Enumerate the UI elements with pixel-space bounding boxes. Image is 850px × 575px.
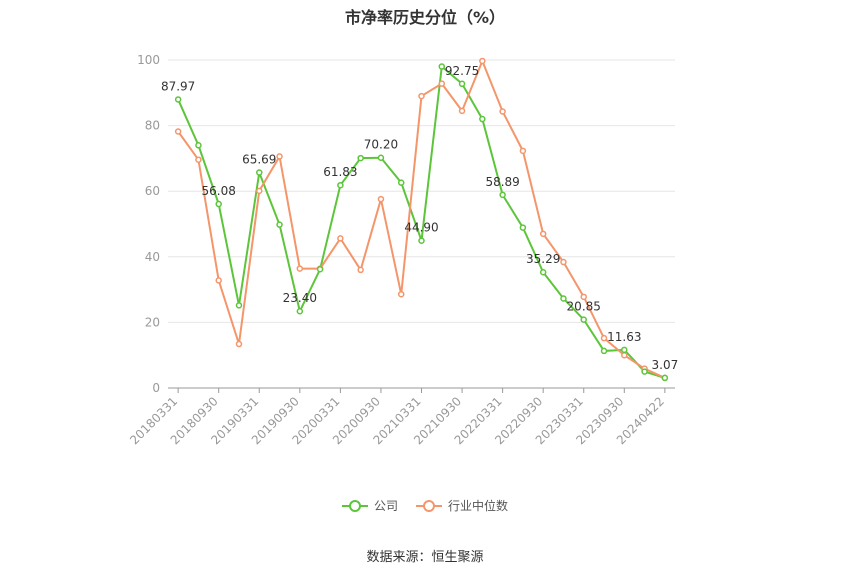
data-point-industry-median	[600, 334, 608, 342]
data-point-company	[438, 63, 446, 70]
axes: 0204060801002018033120180930201903312019…	[127, 53, 675, 447]
data-label: 58.89	[485, 175, 519, 189]
data-point-industry-median	[195, 156, 202, 163]
data-point-company	[600, 347, 608, 355]
data-point-industry-median	[499, 108, 506, 115]
data-source: 数据来源：恒生聚源	[366, 550, 484, 565]
data-label: 20.85	[567, 300, 601, 314]
data-label: 35.29	[526, 252, 560, 266]
data-point-company	[458, 80, 466, 88]
chart-title: 市净率历史分位（%）	[344, 8, 506, 27]
data-point-company	[397, 179, 405, 186]
data-point-industry-median	[580, 293, 587, 301]
data-label: 61.83	[323, 165, 357, 179]
data-point-industry-median	[215, 277, 222, 284]
y-tick-label: 0	[152, 381, 160, 395]
data-point-company	[337, 181, 344, 189]
data-point-industry-median	[256, 187, 263, 195]
data-point-company	[539, 268, 547, 276]
data-label: 23.40	[283, 291, 317, 305]
data-point-company	[519, 224, 527, 231]
data-point-industry-median	[174, 128, 182, 135]
data-point-industry-median	[296, 265, 304, 272]
data-point-company	[215, 200, 222, 208]
data-point-industry-median	[397, 290, 405, 298]
data-labels: 87.97 56.08 65.69 23.40 61.83 70.20 44.90 92.75…	[161, 64, 678, 372]
data-point-company	[296, 307, 304, 315]
data-point-company	[316, 266, 324, 273]
data-point-company	[621, 346, 628, 354]
data-label: 44.90	[404, 221, 438, 235]
data-point-company	[560, 295, 567, 302]
data-point-company	[661, 374, 669, 382]
y-tick-label: 20	[145, 315, 160, 329]
data-point-industry-median	[539, 230, 547, 238]
data-point-company	[377, 154, 385, 161]
data-point-industry-median	[418, 92, 425, 100]
data-label: 11.63	[607, 330, 641, 344]
data-point-company	[641, 368, 648, 375]
data-label: 87.97	[161, 79, 195, 93]
data-point-company	[479, 115, 486, 123]
legend-label-company: 公司	[373, 499, 398, 513]
data-point-company	[418, 237, 425, 244]
data-point-company	[276, 221, 283, 228]
data-label: 56.08	[202, 184, 236, 198]
data-point-company	[256, 169, 263, 176]
legend-label-industry-median: 行业中位数	[448, 499, 509, 513]
data-point-industry-median	[438, 80, 446, 87]
series-layer	[174, 57, 669, 382]
data-label: 3.07	[652, 358, 679, 372]
legend-item-company[interactable]: 公司	[341, 497, 398, 514]
legend-line-icon-industry-median	[416, 499, 442, 513]
data-point-industry-median	[357, 266, 364, 274]
data-point-industry-median	[479, 57, 486, 65]
data-point-company	[174, 96, 182, 103]
data-label: 92.75	[445, 64, 479, 78]
data-point-industry-median	[519, 147, 527, 155]
legend: 公司 行业中位数	[0, 497, 850, 514]
data-point-industry-median	[621, 351, 628, 359]
legend-line-icon-company	[341, 499, 368, 513]
data-point-company	[235, 302, 243, 309]
data-label: 65.69	[242, 153, 276, 167]
data-point-industry-median	[235, 340, 243, 348]
y-tick-label: 80	[145, 119, 160, 133]
data-point-industry-median	[276, 153, 283, 160]
y-tick-label: 60	[145, 184, 160, 198]
data-point-industry-median	[337, 235, 344, 242]
data-label: 70.20	[364, 138, 398, 152]
data-point-industry-median	[560, 258, 567, 266]
data-point-company	[499, 191, 506, 199]
data-point-company	[195, 142, 202, 149]
y-tick-label: 40	[145, 250, 160, 264]
y-tick-label: 100	[137, 53, 160, 67]
data-point-industry-median	[377, 195, 385, 203]
data-point-company	[357, 154, 364, 162]
data-point-industry-median	[458, 107, 466, 115]
data-point-company	[580, 316, 587, 323]
legend-item-industry-median[interactable]: 行业中位数	[416, 497, 508, 514]
grid-lines	[168, 59, 675, 323]
